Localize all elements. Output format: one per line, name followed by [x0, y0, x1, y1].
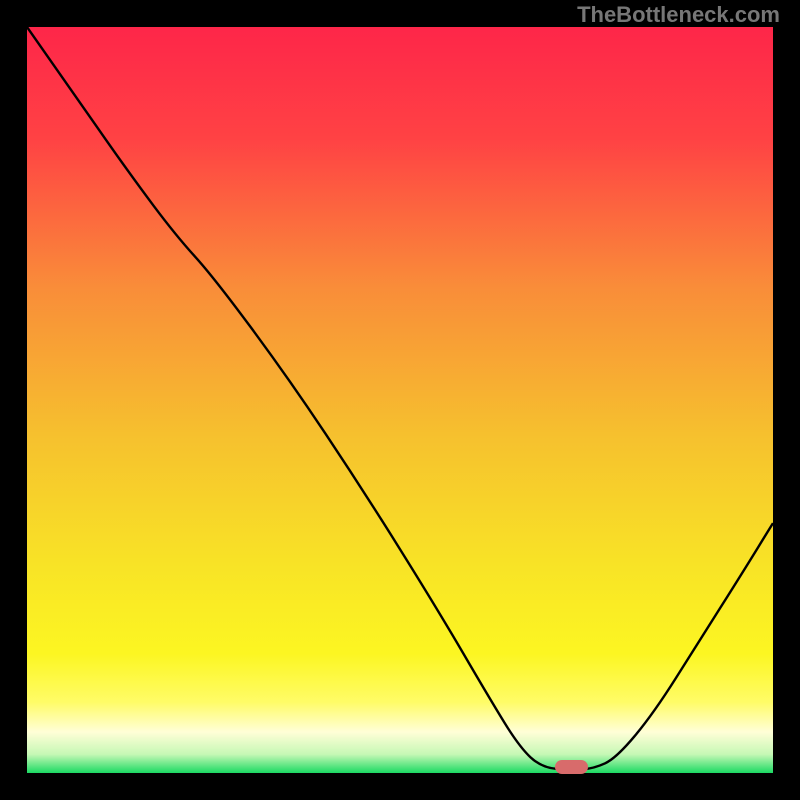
chart-frame: TheBottleneck.com — [0, 0, 800, 800]
gradient-plot — [27, 27, 773, 773]
plot-background — [27, 27, 773, 773]
highlight-marker — [555, 760, 589, 773]
watermark-text: TheBottleneck.com — [577, 2, 780, 28]
